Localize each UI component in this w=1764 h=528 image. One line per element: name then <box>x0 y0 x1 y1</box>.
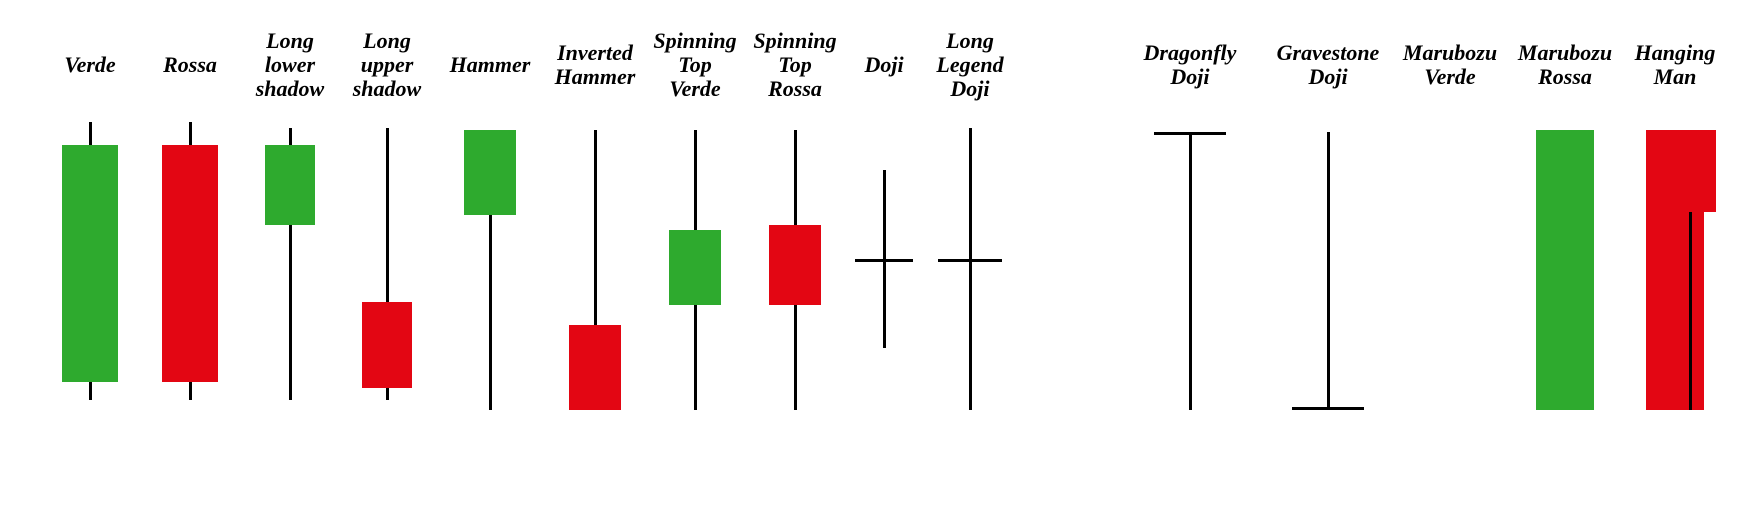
candle-wick-long-legend-doji <box>969 128 972 410</box>
candle-body-spinning-top-verde <box>669 230 721 305</box>
candle-label-hanging-man: Hanging Man <box>1615 20 1735 110</box>
candle-body-marubozu-verde <box>1536 130 1594 410</box>
candle-wick-dragonfly-doji <box>1189 132 1192 410</box>
candle-label-long-upper-shadow: Long upper shadow <box>327 20 447 110</box>
candle-label-dragonfly-doji: Dragonfly Doji <box>1130 20 1250 110</box>
candle-label-marubozu-verde: Marubozu Verde <box>1390 20 1510 110</box>
candle-cap-top-dragonfly-doji <box>1154 132 1226 135</box>
candle-body-inverted-hammer <box>569 325 621 410</box>
candle-label-gravestone-doji: Gravestone Doji <box>1268 20 1388 110</box>
candlestick-patterns-chart: VerdeRossaLong lower shadowLong upper sh… <box>0 0 1764 528</box>
candle-cross-doji <box>855 259 913 262</box>
candle-label-marubozu-rossa: Marubozu Rossa <box>1505 20 1625 110</box>
candle-body-hammer <box>464 130 516 215</box>
candle-cross-long-legend-doji <box>938 259 1002 262</box>
candle-body-rossa <box>162 145 218 382</box>
candle-body-spinning-top-rossa <box>769 225 821 305</box>
candle-body-verde <box>62 145 118 382</box>
candle-label-hammer: Hammer <box>430 20 550 110</box>
candle-wick-gravestone-doji <box>1327 132 1330 410</box>
candle-label-long-legend-doji: Long Legend Doji <box>910 20 1030 110</box>
candle-body-long-lower-shadow <box>265 145 315 225</box>
candle-cap-bottom-gravestone-doji <box>1292 407 1364 410</box>
candle-body-hanging-man <box>1664 130 1716 212</box>
candle-body-long-upper-shadow <box>362 302 412 388</box>
